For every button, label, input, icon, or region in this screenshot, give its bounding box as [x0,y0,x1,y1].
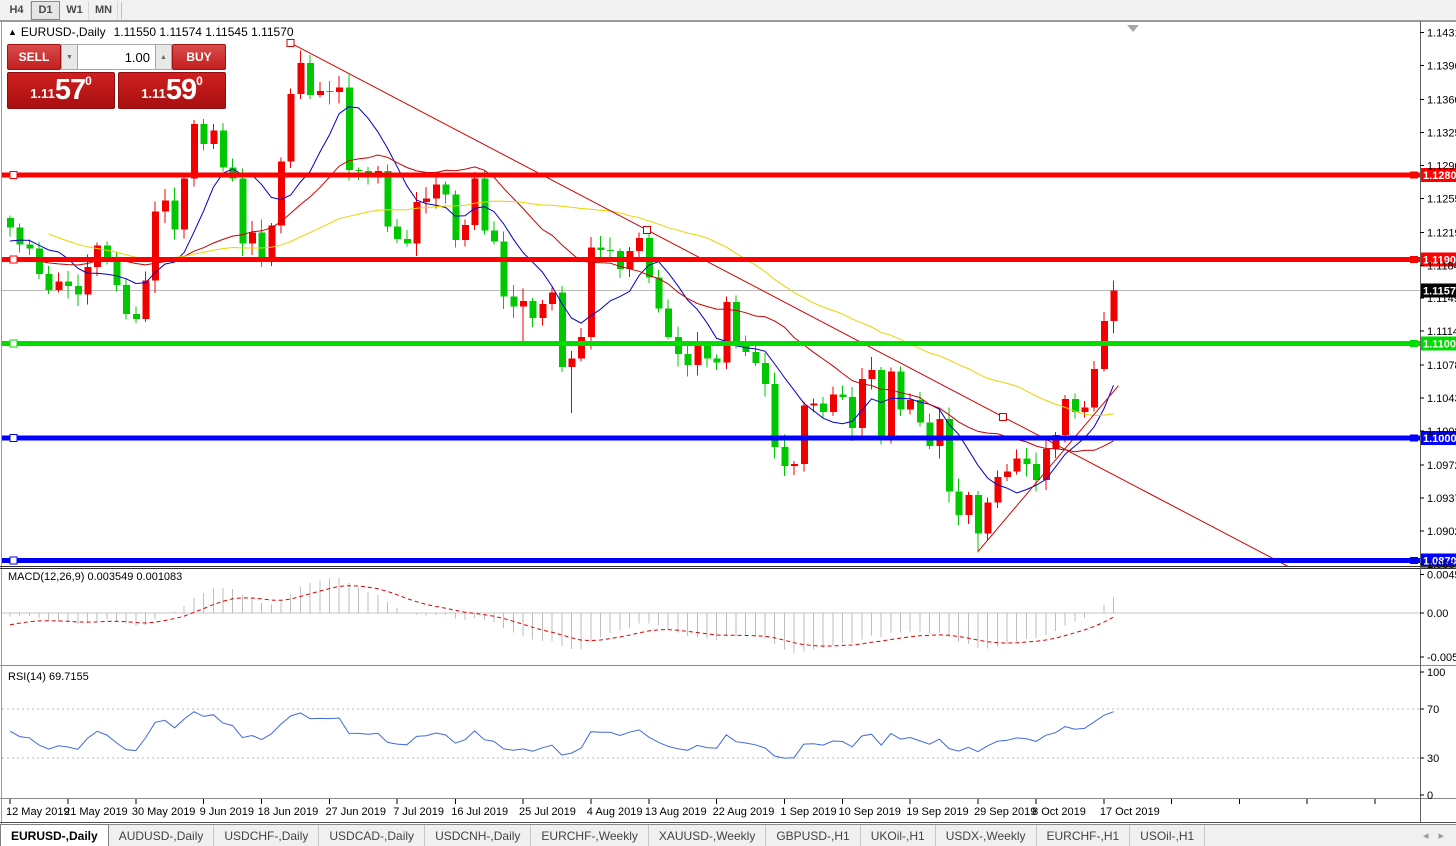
svg-text:27 Jun 2019: 27 Jun 2019 [325,806,386,818]
svg-text:13 Aug 2019: 13 Aug 2019 [645,806,707,818]
chart-title: ▲ EURUSD-,Daily 1.11550 1.11574 1.11545 1.… [8,25,294,39]
spinner-up-icon: ▲ [160,53,167,61]
chart-symbol-label: EURUSD-,Daily [20,25,106,39]
svg-text:0.00453: 0.00453 [1427,569,1456,581]
svg-text:1.14310: 1.14310 [1427,28,1456,40]
tabs-scroll-left-icon[interactable]: ◂ [1422,830,1429,842]
svg-text:1.10008: 1.10008 [1423,433,1456,445]
tab-eurchf-h1[interactable]: EURCHF-,H1 [1037,825,1131,846]
chart-tab-bar: EURUSD-,Daily AUDUSD-,Daily USDCHF-,Dail… [0,824,1456,846]
svg-text:1.08704: 1.08704 [1423,556,1456,568]
buy-price-prefix: 1.11 [141,86,166,101]
tab-usdcad-daily[interactable]: USDCAD-,Daily [319,825,426,846]
svg-text:1.13250: 1.13250 [1427,128,1456,140]
svg-text:30 May 2019: 30 May 2019 [132,806,196,818]
timeframe-h4-button[interactable]: H4 [2,0,31,20]
svg-text:17 Oct 2019: 17 Oct 2019 [1100,806,1160,818]
volume-decrease-button[interactable]: ▼ [61,44,78,70]
svg-text:1.12900: 1.12900 [1427,160,1456,172]
tab-usoil-h1[interactable]: USOil-,H1 [1130,825,1206,846]
rsi-indicator-label: RSI(14) 69.7155 [8,671,89,683]
svg-text:1.12550: 1.12550 [1427,193,1456,205]
svg-text:1.11490: 1.11490 [1427,293,1456,305]
tab-usdchf-daily[interactable]: USDCHF-,Daily [214,825,320,846]
svg-text:100: 100 [1427,667,1445,679]
buy-price-main: 59 [165,74,197,106]
ohlc-marker-icon: ▲ [8,27,17,37]
tab-eurusd-daily[interactable]: EURUSD-,Daily [0,824,109,846]
svg-text:1.09370: 1.09370 [1427,493,1456,505]
tab-audusd-daily[interactable]: AUDUSD-,Daily [109,825,215,846]
tabs-scroll-right-icon[interactable]: ▸ [1438,830,1444,842]
svg-text:0.00: 0.00 [1427,608,1448,620]
sell-button[interactable]: SELL [7,44,61,70]
svg-text:1.11140: 1.11140 [1427,326,1456,338]
svg-text:1.11009: 1.11009 [1423,339,1456,351]
svg-text:9 Jun 2019: 9 Jun 2019 [200,806,254,818]
tab-eurchf-weekly[interactable]: EURCHF-,Weekly [531,825,649,846]
tab-ukoil-h1[interactable]: UKOil-,H1 [861,825,936,846]
sell-price-main: 57 [54,74,86,106]
svg-text:19 Sep 2019: 19 Sep 2019 [906,806,968,818]
timeframe-mn-button[interactable]: MN [89,0,118,20]
svg-text:21 May 2019: 21 May 2019 [64,806,128,818]
svg-text:1.08670: 1.08670 [1427,559,1456,571]
svg-text:-0.00520: -0.00520 [1427,652,1456,664]
volume-increase-button[interactable]: ▲ [155,44,172,70]
svg-text:1.13600: 1.13600 [1427,95,1456,107]
sell-price-pip: 0 [85,74,92,88]
sell-price-tile[interactable]: 1.11 57 0 [7,72,115,109]
svg-text:4 Aug 2019: 4 Aug 2019 [587,806,643,818]
tab-gbpusd-h1[interactable]: GBPUSD-,H1 [766,825,861,846]
svg-text:0: 0 [1427,790,1433,802]
svg-text:1.11570: 1.11570 [1423,286,1456,298]
svg-text:8 Oct 2019: 8 Oct 2019 [1032,806,1086,818]
timeframe-d1-button[interactable]: D1 [31,0,60,20]
svg-text:1 Sep 2019: 1 Sep 2019 [780,806,836,818]
svg-text:12 May 2019: 12 May 2019 [6,806,70,818]
svg-text:7 Jul 2019: 7 Jul 2019 [393,806,444,818]
svg-text:22 Aug 2019: 22 Aug 2019 [713,806,775,818]
svg-text:1.12190: 1.12190 [1427,227,1456,239]
svg-text:10 Sep 2019: 10 Sep 2019 [838,806,900,818]
svg-text:29 Sep 2019: 29 Sep 2019 [974,806,1036,818]
svg-text:16 Jul 2019: 16 Jul 2019 [451,806,508,818]
svg-text:1.11840: 1.11840 [1427,260,1456,272]
buy-price-pip: 0 [196,74,203,88]
svg-text:18 Jun 2019: 18 Jun 2019 [258,806,319,818]
svg-text:1.13960: 1.13960 [1427,61,1456,73]
volume-input[interactable] [78,44,155,70]
tab-usdx-weekly[interactable]: USDX-,Weekly [936,825,1037,846]
timeframe-w1-button[interactable]: W1 [60,0,89,20]
sell-price-prefix: 1.11 [30,86,55,101]
spinner-down-icon: ▼ [66,53,73,61]
tab-xauusd-weekly[interactable]: XAUUSD-,Weekly [649,825,767,846]
buy-price-tile[interactable]: 1.11 59 0 [118,72,226,109]
buy-button[interactable]: BUY [172,44,226,70]
tab-usdcnh-daily[interactable]: USDCNH-,Daily [425,825,532,846]
chart-ohlc-values: 1.11550 1.11574 1.11545 1.11570 [113,25,294,39]
svg-text:1.10080: 1.10080 [1427,426,1456,438]
svg-text:1.10780: 1.10780 [1427,360,1456,372]
toolbar-separator [121,1,122,19]
svg-text:1.10430: 1.10430 [1427,393,1456,405]
svg-text:1.09020: 1.09020 [1427,526,1456,538]
chart-plot-area[interactable]: 1.128011.119011.110091.100081.087041.115… [0,0,1456,824]
svg-text:25 Jul 2019: 25 Jul 2019 [519,806,576,818]
svg-text:70: 70 [1427,704,1439,716]
macd-indicator-label: MACD(12,26,9) 0.003549 0.001083 [8,571,183,583]
timeframe-toolbar: H4 D1 W1 MN [0,0,1456,21]
svg-text:1.09720: 1.09720 [1427,460,1456,472]
svg-text:30: 30 [1427,753,1439,765]
